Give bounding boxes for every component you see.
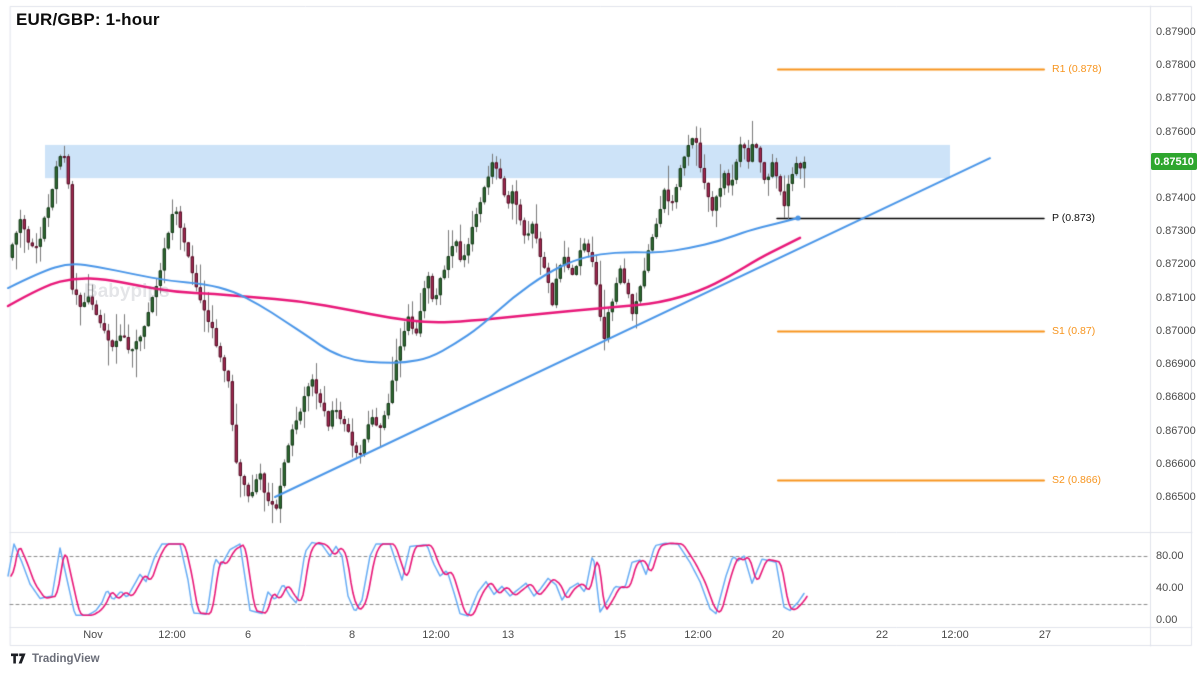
- pivot-label-r1: R1 (0.878): [1052, 62, 1102, 75]
- price-axis-label: 0.87000: [1156, 324, 1196, 337]
- price-axis-label: 0.87200: [1156, 258, 1196, 271]
- time-axis-label: 12:00: [941, 629, 969, 641]
- pivot-label-s1: S1 (0.87): [1052, 324, 1096, 337]
- price-axis-label: 0.86900: [1156, 358, 1196, 371]
- time-axis-label: 13: [501, 629, 515, 641]
- time-axis-label: 12:00: [158, 629, 186, 641]
- pivot-label-s2: S2 (0.866): [1052, 474, 1102, 487]
- price-axis-label: 0.87900: [1156, 26, 1196, 38]
- babypips-watermark: Babypips: [84, 281, 170, 302]
- oscillator-axis-label: 80.00: [1156, 550, 1184, 562]
- price-axis-label: 0.86700: [1156, 424, 1196, 437]
- price-axis-label: 0.87400: [1156, 192, 1196, 205]
- price-axis-label: 0.86600: [1156, 457, 1196, 470]
- price-axis-label: 0.87700: [1156, 92, 1196, 105]
- price-axis-label: 0.86500: [1156, 490, 1196, 503]
- time-axis-label: 15: [613, 629, 627, 641]
- tradingview-logo-icon: [11, 653, 26, 664]
- tradingview-text: TradingView: [32, 652, 100, 665]
- oscillator-axis-label: 40.00: [1156, 582, 1184, 594]
- last-price-badge: 0.87510: [1151, 153, 1197, 171]
- pair-title: EUR/GBP: 1-hour: [16, 10, 160, 29]
- time-axis-label: 12:00: [684, 629, 712, 641]
- oscillator-axis-label: 0.00: [1156, 614, 1178, 626]
- price-axis-label: 0.87100: [1156, 291, 1196, 304]
- time-axis-label: 8: [348, 629, 356, 641]
- time-axis-label: 6: [244, 629, 252, 641]
- time-axis-label: 20: [771, 629, 785, 641]
- price-axis-label: 0.87600: [1156, 125, 1196, 138]
- time-axis-label: 22: [875, 629, 889, 641]
- price-axis-label: 0.87800: [1156, 59, 1196, 72]
- price-axis-label: 0.86800: [1156, 391, 1196, 404]
- pivot-label-p: P (0.873): [1052, 211, 1095, 224]
- price-axis-label: 0.87300: [1156, 225, 1196, 238]
- time-axis-label: 12:00: [422, 629, 450, 641]
- tradingview-attribution[interactable]: TradingView: [11, 652, 100, 665]
- time-axis-label: 27: [1038, 629, 1052, 641]
- time-axis-label: Nov: [83, 629, 103, 641]
